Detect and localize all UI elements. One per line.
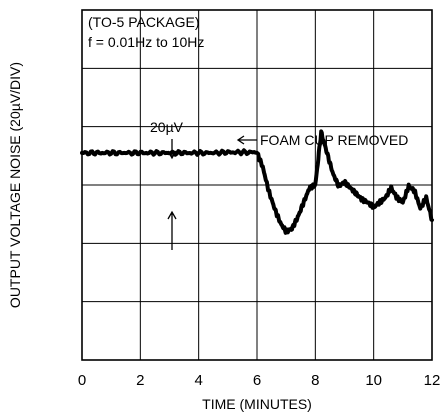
x-tick-label: 8 [311, 372, 319, 389]
chart-grid [82, 10, 432, 360]
y-axis-label: OUTPUT VOLTAGE NOISE (20µV/DIV) [7, 62, 23, 308]
annotation-event: FOAM CUP REMOVED [260, 132, 408, 148]
plot-border [81, 9, 433, 361]
x-tick-label: 12 [424, 372, 441, 389]
scale-arrow-up-icon [167, 210, 177, 250]
annotation-package: (TO-5 PACKAGE) [88, 14, 200, 30]
x-axis-label: TIME (MINUTES) [202, 396, 312, 412]
x-tick-labels: 0 2 4 6 8 10 12 [78, 372, 441, 389]
plot-frame [81, 9, 433, 361]
scale-arrow-down-icon [167, 139, 177, 160]
x-tick-label: 6 [253, 372, 261, 389]
x-tick-label: 0 [78, 372, 86, 389]
event-arrow-left-icon [236, 135, 257, 145]
x-tick-label: 10 [365, 372, 382, 389]
annotation-scale: 20µV [150, 119, 184, 135]
noise-trace [80, 129, 434, 235]
annotation-bandwidth: f = 0.01Hz to 10Hz [88, 34, 204, 50]
x-tick-label: 4 [194, 372, 202, 389]
x-tick-label: 2 [136, 372, 144, 389]
